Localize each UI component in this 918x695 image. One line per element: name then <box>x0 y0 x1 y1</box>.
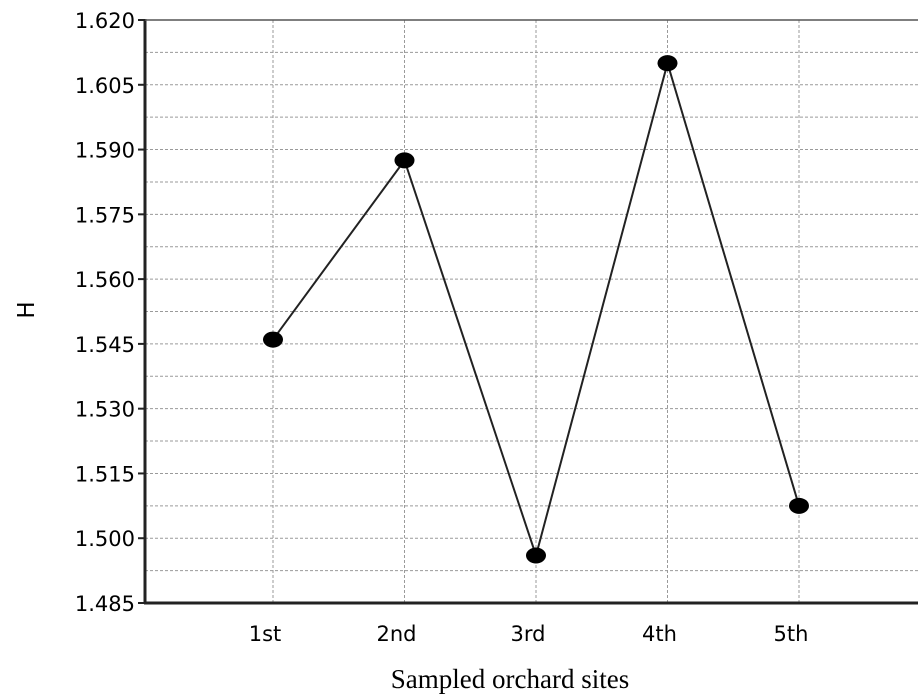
x-tick-label: 4th <box>642 622 677 646</box>
grid <box>145 19 918 603</box>
x-tick-label: 5th <box>774 622 809 646</box>
data-point <box>526 547 546 564</box>
y-axis-title: H <box>14 301 40 318</box>
x-axis-title: Sampled orchard sites <box>391 664 629 694</box>
series <box>263 55 809 564</box>
y-tick-label: 1.605 <box>75 74 135 98</box>
y-tick-label: 1.530 <box>75 398 135 422</box>
y-tick-label: 1.500 <box>75 527 135 551</box>
y-tick-labels: 1.485 1.500 1.515 1.530 1.545 1.560 1.575 1.590… <box>75 9 135 616</box>
data-point <box>789 497 809 514</box>
y-tick-label: 1.590 <box>75 139 135 163</box>
data-point <box>394 152 415 169</box>
y-tick-label: 1.545 <box>75 333 135 357</box>
x-tick-label: 1st <box>249 622 282 646</box>
y-tick-label: 1.560 <box>75 268 135 292</box>
y-tick-label: 1.515 <box>75 462 135 486</box>
y-tick-label: 1.485 <box>75 592 135 616</box>
y-tick-label: 1.575 <box>75 203 135 227</box>
x-tick-label: 2nd <box>376 622 416 646</box>
y-tick-label: 1.620 <box>75 9 135 33</box>
x-tick-labels: 1st 2nd 3rd 4th 5th <box>249 622 809 646</box>
data-point <box>657 55 678 72</box>
data-point <box>263 331 283 348</box>
x-tick-label: 3rd <box>511 622 546 646</box>
axes <box>138 19 918 605</box>
